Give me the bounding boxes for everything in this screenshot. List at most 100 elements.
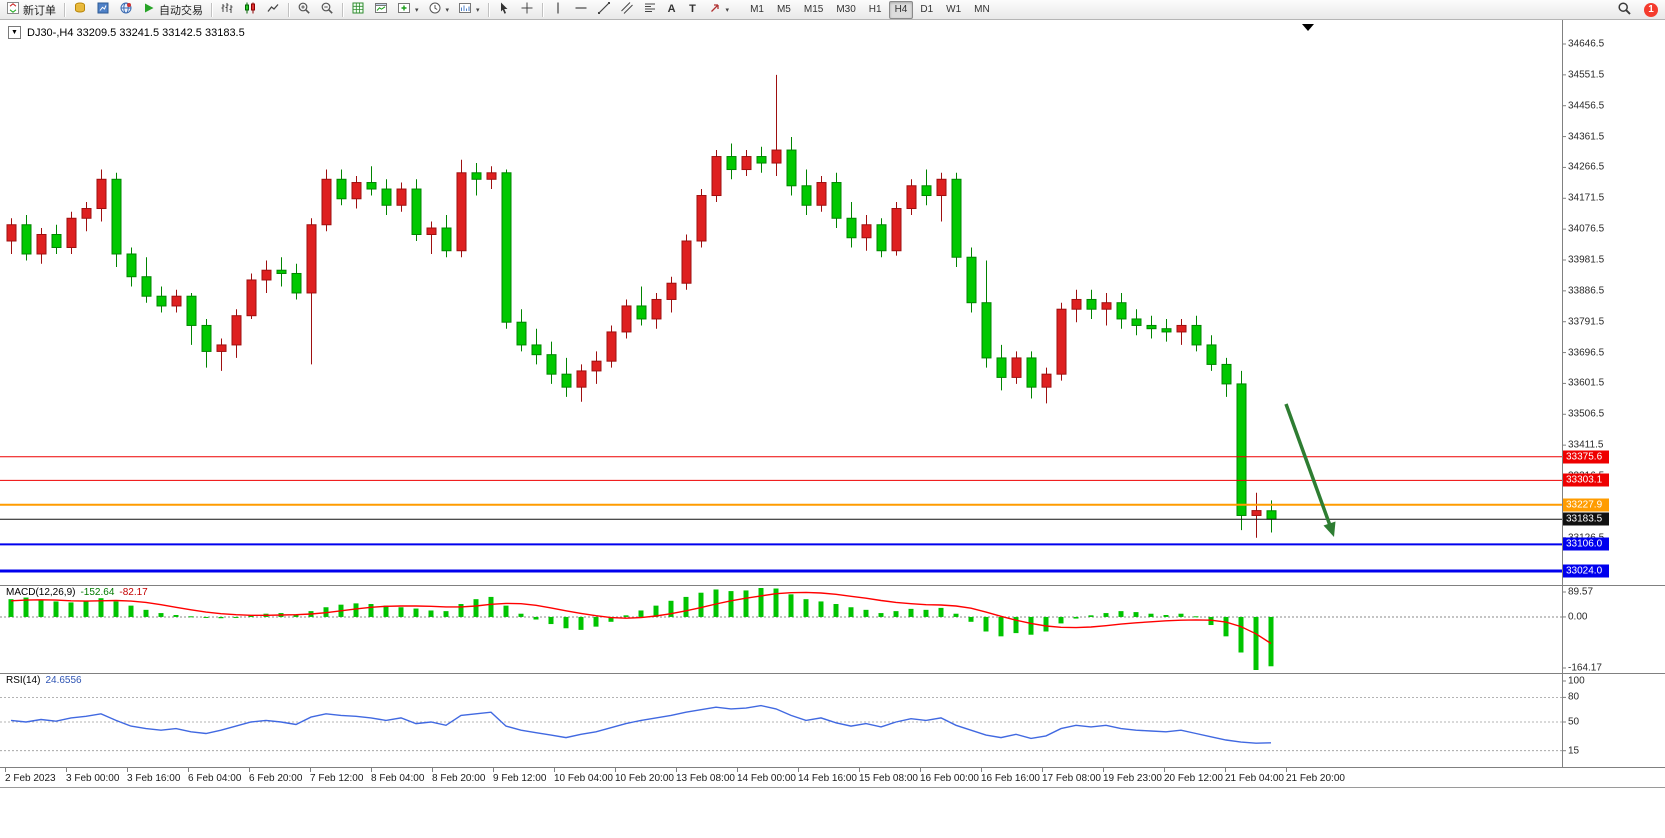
vertical-line-icon xyxy=(551,1,565,18)
timeframe-m30[interactable]: M30 xyxy=(830,1,861,19)
separator xyxy=(541,2,543,17)
rsi-name: RSI(14) xyxy=(6,675,41,686)
notification-badge[interactable]: 1 xyxy=(1644,2,1658,17)
macd-indicator-label: MACD(12,26,9) -152.64 -82.17 xyxy=(6,587,148,598)
price-tick: 34266.5 xyxy=(1568,161,1605,173)
new-order-button[interactable]: 新订单 xyxy=(2,1,60,19)
channel-icon xyxy=(620,1,634,18)
horizontal-line-tool-button[interactable] xyxy=(570,1,592,19)
grid-button[interactable] xyxy=(347,1,369,19)
time-label: 19 Feb 23:00 xyxy=(1103,773,1162,784)
price-tick: 33126.5 xyxy=(1568,532,1604,543)
price-level-badge: 33375.6 xyxy=(1563,450,1609,464)
text-tool-button[interactable]: A xyxy=(662,1,682,19)
trendline-tool-button[interactable] xyxy=(593,1,615,19)
time-label: 8 Feb 20:00 xyxy=(432,773,486,784)
timeframe-h1[interactable]: H1 xyxy=(863,1,888,19)
time-label: 16 Feb 16:00 xyxy=(981,773,1040,784)
cursor-icon xyxy=(497,1,511,18)
zoom-out-button[interactable] xyxy=(316,1,338,19)
macd-axis-label: 89.57 xyxy=(1568,586,1594,598)
crosshair-icon xyxy=(520,1,534,18)
search-icon xyxy=(1617,1,1632,19)
add-indicator-button[interactable]: ▾ xyxy=(393,1,423,19)
separator xyxy=(342,2,343,17)
candlestick-chart-button[interactable] xyxy=(239,1,261,19)
zoom-in-button[interactable] xyxy=(293,1,315,19)
time-axis[interactable]: 2 Feb 2023 3 Feb 00:00 3 Feb 16:00 6 Feb 04… xyxy=(0,767,1562,788)
separator xyxy=(288,2,289,17)
vertical-line-tool-button[interactable] xyxy=(547,1,569,19)
time-label: 14 Feb 16:00 xyxy=(798,773,857,784)
price-tick: 33601.5 xyxy=(1568,377,1605,389)
toolbar: 新订单 自动交易 ▾ ▾ ▾ A T ▾ M1 M5 M15 M30 H1 H4 D1 W1 M… xyxy=(0,0,1665,20)
time-label: 3 Feb 16:00 xyxy=(127,773,181,784)
time-label: 9 Feb 12:00 xyxy=(493,773,547,784)
time-label: 6 Feb 20:00 xyxy=(249,773,303,784)
timeframe-mn[interactable]: MN xyxy=(968,1,996,19)
rsi-indicator-label: RSI(14) 24.6556 xyxy=(6,675,82,686)
auto-trading-label: 自动交易 xyxy=(159,4,203,17)
price-tick: 33886.5 xyxy=(1568,285,1605,297)
search-button[interactable] xyxy=(1613,1,1636,19)
chevron-down-icon: ▾ xyxy=(445,6,450,14)
price-tick: 33506.5 xyxy=(1568,408,1605,420)
macd-value: -152.64 xyxy=(80,587,115,598)
text-label-tool-button[interactable]: T xyxy=(683,1,703,19)
templates-dropdown-button[interactable]: ▾ xyxy=(454,1,484,19)
price-tick: 33696.5 xyxy=(1568,347,1605,359)
navigator-button[interactable] xyxy=(92,1,114,19)
zoom-out-icon xyxy=(320,1,334,18)
line-chart-button[interactable] xyxy=(262,1,284,19)
toolbar-right: 1 xyxy=(1613,1,1663,19)
chart-canvas[interactable] xyxy=(0,20,1665,788)
crosshair-button[interactable] xyxy=(516,1,538,19)
navigator-icon xyxy=(96,1,110,18)
timeframe-m1[interactable]: M1 xyxy=(744,1,770,19)
chevron-down-icon: ▾ xyxy=(476,6,480,14)
timeframe-w1[interactable]: W1 xyxy=(940,1,967,19)
market-watch-icon xyxy=(73,1,87,18)
rsi-axis-label: 100 xyxy=(1568,675,1585,687)
time-label: 10 Feb 04:00 xyxy=(554,773,613,784)
indicator-list-button[interactable] xyxy=(370,1,392,19)
trendline-icon xyxy=(597,1,611,18)
timeframe-d1[interactable]: D1 xyxy=(914,1,939,19)
market-watch-button[interactable] xyxy=(69,1,91,19)
timeframe-m15[interactable]: M15 xyxy=(798,1,829,19)
equidistant-channel-tool-button[interactable] xyxy=(616,1,638,19)
time-label: 16 Feb 00:00 xyxy=(920,773,979,784)
price-level-badge: 33183.5 xyxy=(1563,512,1609,526)
price-tick: 33981.5 xyxy=(1568,254,1605,266)
community-button[interactable] xyxy=(115,1,137,19)
play-icon xyxy=(142,1,156,18)
time-label: 13 Feb 08:00 xyxy=(676,773,735,784)
line-chart-icon xyxy=(266,1,280,18)
horizontal-line-icon xyxy=(574,1,588,18)
timeframe-h4[interactable]: H4 xyxy=(888,0,914,19)
grid-icon xyxy=(351,1,365,18)
periods-dropdown-button[interactable]: ▾ xyxy=(424,1,454,19)
bottom-space xyxy=(0,788,1665,837)
arrow-annotation[interactable] xyxy=(1284,403,1336,537)
arrow-object-icon xyxy=(708,1,722,18)
bar-chart-button[interactable] xyxy=(216,1,238,19)
price-tick: 33411.5 xyxy=(1568,439,1604,451)
macd-signal-line xyxy=(10,591,1272,645)
rsi-axis-label: 50 xyxy=(1568,716,1580,728)
one-click-trading-toggle[interactable]: ▼ xyxy=(8,26,21,39)
fibonacci-icon xyxy=(643,1,657,18)
arrow-objects-dropdown-button[interactable]: ▾ xyxy=(704,1,734,19)
chevron-down-icon: ▼ xyxy=(11,29,18,36)
price-tick: 34171.5 xyxy=(1568,192,1605,204)
auto-trading-button[interactable]: 自动交易 xyxy=(138,1,207,19)
price-axis[interactable]: 34646.5 34551.5 34456.5 34361.5 34266.5 34171… xyxy=(1562,20,1665,767)
rsi-axis-label: 15 xyxy=(1568,745,1580,757)
timeframe-m5[interactable]: M5 xyxy=(771,1,797,19)
rsi-line xyxy=(10,704,1272,744)
fibonacci-tool-button[interactable] xyxy=(639,1,661,19)
price-tick: 34076.5 xyxy=(1568,223,1605,235)
text-label-icon: T xyxy=(689,3,696,15)
cursor-button[interactable] xyxy=(493,1,515,19)
templates-icon xyxy=(458,1,472,18)
